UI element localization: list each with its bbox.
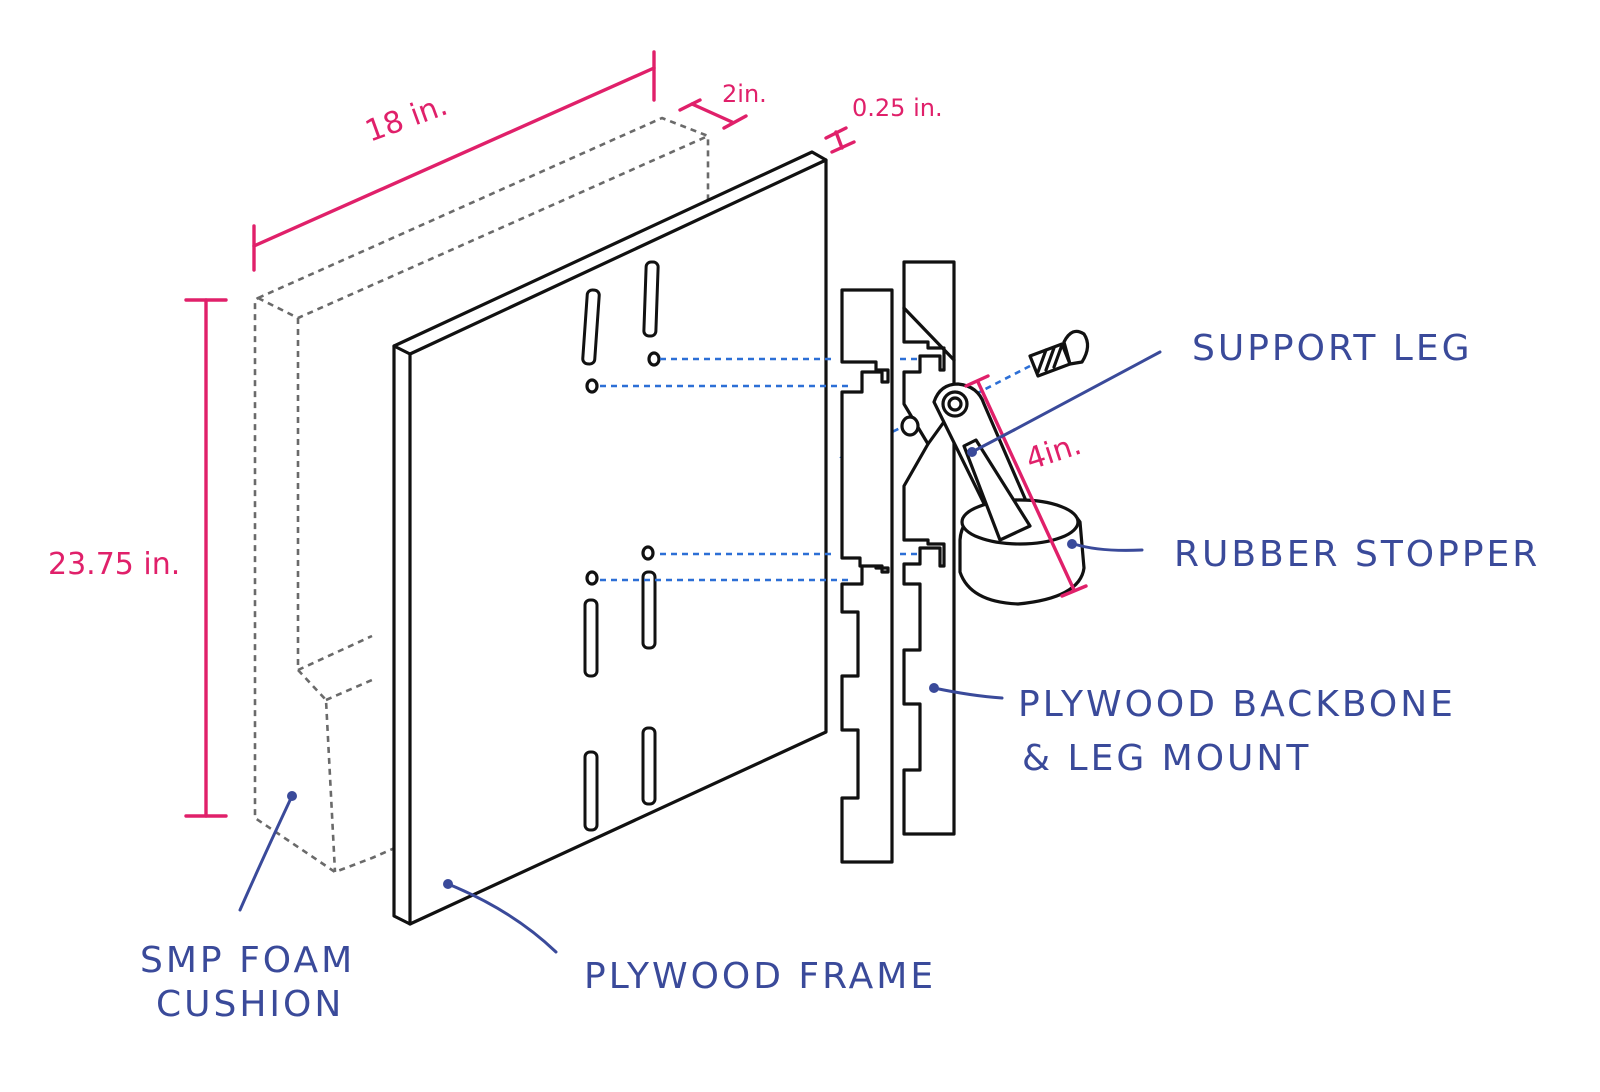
rubber-stopper-label: RUBBER STOPPER bbox=[1174, 534, 1540, 575]
frame-slot bbox=[583, 750, 599, 832]
support-leg-label: SUPPORT LEG bbox=[1192, 328, 1472, 369]
frame-slot bbox=[641, 726, 657, 806]
frame-slot bbox=[642, 260, 660, 338]
frame-slot bbox=[641, 570, 657, 650]
leg-mount-hole bbox=[900, 415, 920, 437]
mounting-screw bbox=[1028, 329, 1090, 378]
plywood-frame bbox=[392, 150, 828, 926]
frame-bolt-hole bbox=[585, 570, 599, 586]
dimension-lines bbox=[184, 50, 1088, 818]
foam-label-line2: CUSHION bbox=[156, 984, 344, 1025]
leader-lines bbox=[238, 350, 1162, 954]
depth-dimension-label: 2in. bbox=[722, 80, 767, 108]
foam-label-line1: SMP FOAM bbox=[140, 940, 355, 981]
frame-bolt-hole bbox=[641, 545, 655, 561]
frame-slot bbox=[581, 288, 601, 366]
backbone-label-line1: PLYWOOD BACKBONE bbox=[1018, 684, 1456, 725]
backbone-label-line2: & LEG MOUNT bbox=[1022, 738, 1311, 779]
thickness-dimension-label: 0.25 in. bbox=[852, 94, 943, 122]
dimension-labels: 18 in. 23.75 in. 2in. 0.25 in. 4in. bbox=[48, 80, 1086, 582]
plywood-backbone bbox=[840, 288, 894, 864]
height-dimension-label: 23.75 in. bbox=[48, 547, 180, 582]
plywood-leg-mount bbox=[900, 260, 956, 836]
frame-slot bbox=[583, 598, 599, 678]
support-leg bbox=[932, 382, 1086, 606]
frame-bolt-hole bbox=[647, 351, 661, 367]
component-labels: SUPPORT LEG RUBBER STOPPER PLYWOOD BACKB… bbox=[140, 328, 1540, 1025]
plywood-frame-label: PLYWOOD FRAME bbox=[584, 956, 936, 997]
leg-length-dimension-label: 4in. bbox=[1022, 427, 1086, 478]
frame-bolt-hole bbox=[585, 378, 599, 394]
width-dimension-label: 18 in. bbox=[361, 88, 452, 150]
